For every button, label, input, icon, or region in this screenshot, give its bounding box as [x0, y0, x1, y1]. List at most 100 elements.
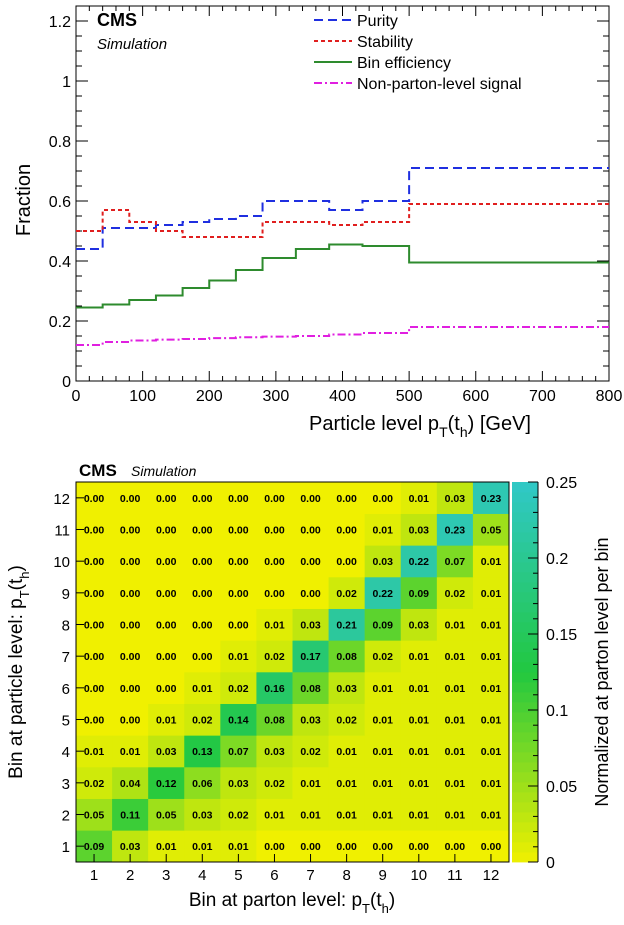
- cell-value-label: 0.01: [481, 556, 502, 568]
- cell-value-label: 0.03: [228, 778, 249, 790]
- colorbar-segment: [512, 542, 538, 553]
- heatmap-cell: [472, 767, 510, 799]
- colorbar-segment: [512, 652, 538, 663]
- heatmap-cell: [364, 545, 402, 578]
- cell-value-label: 0.00: [156, 493, 177, 505]
- heatmap-cell: [472, 608, 510, 641]
- cell-value-label: 0.02: [192, 715, 213, 727]
- heatmap-cell: [256, 767, 293, 799]
- x-tick-label: 400: [329, 388, 356, 405]
- cell-value-label: 0.00: [300, 525, 321, 537]
- heatmap-cell: [400, 545, 438, 578]
- x-tick-label: 4: [198, 867, 206, 884]
- cell-value-label: 0.00: [336, 556, 357, 568]
- cell-value-label: 0.01: [481, 651, 502, 663]
- cell-value-label: 0.01: [481, 715, 502, 727]
- cell-value-label: 0.03: [300, 620, 321, 632]
- cell-value-label: 0.00: [192, 493, 213, 505]
- heatmap-cell: [184, 513, 221, 546]
- heatmap-cell: [292, 703, 329, 736]
- heatmap-cell: [220, 640, 257, 673]
- heatmap-cell: [400, 482, 438, 514]
- heatmap-cell: [220, 545, 257, 578]
- cell-value-label: 0.01: [372, 746, 393, 758]
- heatmap-cell: [436, 577, 474, 609]
- colorbar-segment: [512, 852, 538, 863]
- cell-value-label: 0.03: [264, 746, 285, 758]
- heatmap-cell: [472, 703, 510, 736]
- cell-value-label: 0.00: [192, 651, 213, 663]
- cms-label: CMS: [97, 10, 137, 30]
- cell-value-label: 0.06: [192, 778, 213, 790]
- cell-value-label: 0.03: [120, 841, 141, 853]
- y-tick-label: 0: [62, 374, 71, 391]
- legend-label: Non-parton-level signal: [357, 76, 522, 93]
- colorbar-segment: [512, 602, 538, 613]
- cell-value-label: 0.00: [481, 841, 502, 853]
- colorbar-segment: [512, 482, 538, 493]
- cell-value-label: 0.01: [481, 683, 502, 695]
- x-tick-label: 10: [410, 867, 427, 884]
- label-part: ): [389, 890, 395, 911]
- label-part: (t: [370, 890, 382, 911]
- cell-value-label: 0.07: [445, 556, 466, 568]
- x-tick-label: 2: [126, 867, 134, 884]
- cell-value-label: 0.00: [156, 620, 177, 632]
- heatmap-cell: [112, 577, 149, 609]
- heatmap-cell: [364, 482, 402, 514]
- cell-value-label: 0.00: [228, 493, 249, 505]
- heatmap-cell: [148, 577, 185, 609]
- heatmap-cell: [328, 735, 365, 768]
- colorbar-segment: [512, 722, 538, 733]
- colorbar-segment: [512, 682, 538, 693]
- cell-value-label: 0.05: [156, 810, 177, 822]
- colorbar-segment: [512, 752, 538, 763]
- cell-value-label: 0.00: [84, 651, 105, 663]
- y-tick-label: 10: [53, 554, 70, 571]
- heatmap-cell: [400, 513, 438, 546]
- x-tick-label: 600: [462, 388, 489, 405]
- cell-value-label: 0.00: [228, 588, 249, 600]
- x-tick-label: 800: [596, 388, 623, 405]
- cell-value-label: 0.00: [264, 493, 285, 505]
- cell-value-label: 0.01: [84, 746, 105, 758]
- heatmap-cell: [364, 513, 402, 546]
- cell-value-label: 0.00: [372, 841, 393, 853]
- colorbar-segment: [512, 842, 538, 853]
- colorbar-tick-label: 0.25: [546, 475, 577, 492]
- heatmap-cell: [256, 513, 293, 546]
- cell-value-label: 0.23: [481, 493, 502, 505]
- heatmap-cell: [184, 608, 221, 641]
- colorbar-segment: [512, 702, 538, 713]
- cell-value-label: 0.00: [84, 620, 105, 632]
- heatmap-cell: [148, 703, 185, 736]
- heatmap-cell: [256, 640, 293, 673]
- cell-value-label: 0.01: [445, 715, 466, 727]
- label-part: ) [GeV]: [468, 413, 531, 435]
- y-tick-label: 0.6: [49, 194, 71, 211]
- cell-value-label: 0.00: [156, 588, 177, 600]
- colorbar-segment: [512, 512, 538, 523]
- colorbar-segment: [512, 632, 538, 643]
- colorbar-segment: [512, 642, 538, 653]
- y-tick-label: 3: [62, 776, 70, 793]
- cell-value-label: 0.09: [372, 620, 393, 632]
- cell-value-label: 0.00: [228, 620, 249, 632]
- cell-value-label: 0.21: [336, 620, 357, 632]
- heatmap-cell: [112, 608, 149, 641]
- cell-value-label: 0.00: [156, 683, 177, 695]
- heatmap-cell: [184, 767, 221, 799]
- legend-label: Bin efficiency: [357, 55, 451, 72]
- x-tick-label: 100: [129, 388, 156, 405]
- cell-value-label: 0.01: [336, 810, 357, 822]
- x-tick-label: 3: [162, 867, 170, 884]
- colorbar-label: Normalized at parton level per bin: [592, 537, 612, 806]
- cell-value-label: 0.00: [84, 588, 105, 600]
- heatmap-cell: [292, 513, 329, 546]
- label-part: Particle level p: [309, 413, 439, 435]
- colorbar-segment: [512, 552, 538, 563]
- colorbar-segment: [512, 662, 538, 673]
- heatmap-cell: [112, 767, 149, 799]
- colorbar-segment: [512, 532, 538, 543]
- heatmap-cell: [220, 798, 257, 831]
